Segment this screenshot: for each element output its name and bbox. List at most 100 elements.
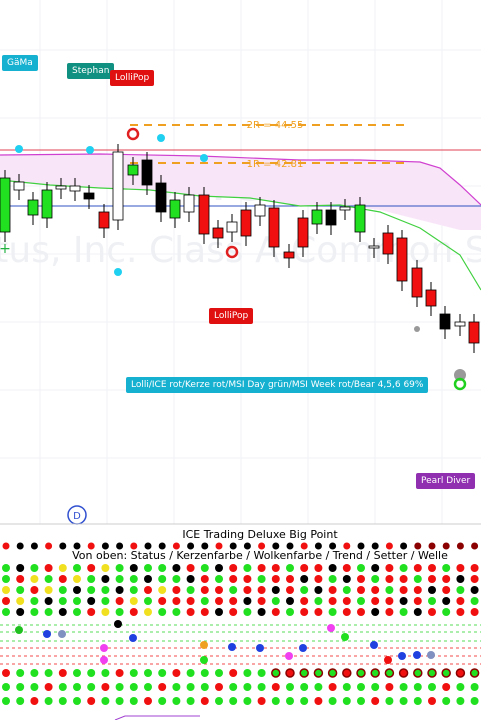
- signal-dot: [271, 575, 280, 583]
- signal-dot: [257, 586, 266, 594]
- signal-dot: [144, 564, 152, 572]
- wave-dot: [73, 683, 81, 691]
- wave-dot: [442, 697, 451, 705]
- signal-dot: [129, 608, 138, 616]
- signal-dot: [87, 586, 96, 594]
- candle-body: [141, 159, 153, 186]
- signal-dot: [371, 608, 380, 616]
- wave-dot: [144, 669, 152, 677]
- signal-dot: [200, 575, 209, 583]
- signal-dot: [73, 575, 81, 583]
- wave-dot: [428, 697, 436, 705]
- marker: [157, 134, 165, 142]
- marker: [200, 154, 208, 162]
- wave-dot: [115, 697, 124, 705]
- signal-dot: [243, 575, 252, 583]
- wave-dot: [30, 683, 39, 691]
- pearl-diver-tag: Pearl Diver: [416, 473, 476, 489]
- signal-dot: [456, 608, 465, 616]
- signal-dot: [300, 564, 309, 572]
- signal-dot: [271, 586, 280, 594]
- signal-dot: [87, 575, 96, 583]
- setter-dot: [228, 643, 236, 651]
- signal-dot: [257, 564, 266, 572]
- signal-dot: [2, 564, 10, 572]
- signal-dot: [385, 608, 394, 616]
- wave-dot: [385, 697, 394, 705]
- candle-body: [396, 237, 408, 282]
- wave-dot: [300, 683, 309, 691]
- signal-dot: [357, 586, 365, 594]
- signal-dot: [215, 597, 223, 605]
- wave-dot: [469, 668, 480, 678]
- stephan-tag: Stephan: [67, 63, 115, 79]
- candle-body: [98, 211, 110, 229]
- signal-dot: [30, 586, 39, 594]
- signal-dot: [115, 575, 124, 583]
- signal-dot: [456, 575, 465, 583]
- markers: +: [0, 127, 467, 391]
- status-dot: [30, 542, 38, 550]
- plus-marker: +: [0, 241, 11, 257]
- signal-dot: [342, 564, 351, 572]
- signal-dot: [158, 575, 167, 583]
- wave-dot: [215, 669, 223, 677]
- candle-body: [382, 232, 394, 255]
- status-dot: [371, 542, 379, 550]
- signal-dot: [44, 575, 53, 583]
- signal-dot: [300, 586, 309, 594]
- wave-dot: [215, 683, 223, 691]
- wave-dot: [200, 669, 209, 677]
- signal-dot: [16, 586, 25, 594]
- signal-dot: [385, 586, 394, 594]
- signal-dot: [243, 586, 252, 594]
- signal-dot: [456, 564, 465, 572]
- signal-dot: [73, 564, 81, 572]
- signal-dot: [385, 564, 394, 572]
- signal-dot: [357, 575, 365, 583]
- signal-dot: [428, 608, 436, 616]
- wave-dot: [158, 697, 167, 705]
- candle-body: [411, 267, 423, 298]
- wave-dot: [442, 683, 451, 691]
- wave-dot: [371, 683, 380, 691]
- lollipop-bottom-tag: LolliPop: [209, 308, 254, 324]
- setter-dot: [299, 644, 307, 652]
- signal-dot: [200, 597, 209, 605]
- wave-dot: [172, 669, 181, 677]
- wave-dot: [243, 669, 252, 677]
- status-dot: [385, 542, 393, 550]
- setter-dot: [58, 630, 66, 638]
- signal-dot: [186, 575, 195, 583]
- signal-dot: [158, 608, 167, 616]
- wave-dot: [215, 697, 223, 705]
- wave-dot: [413, 668, 423, 678]
- wave-dot: [385, 683, 394, 691]
- signal-dot: [2, 575, 10, 583]
- candle-body: [339, 206, 351, 211]
- signal-dot: [257, 597, 266, 605]
- signal-dot: [314, 597, 323, 605]
- status-dot: [329, 542, 337, 550]
- signal-dot: [229, 586, 238, 594]
- indicator-dots: [0, 542, 481, 705]
- lower-line: [0, 179, 481, 291]
- marker: [225, 245, 239, 259]
- signal-dot: [470, 597, 479, 605]
- candle-body: [268, 207, 280, 248]
- status-dot: [45, 542, 53, 550]
- signal-dot: [371, 564, 380, 572]
- wave-dot: [271, 697, 280, 705]
- signal-dot: [342, 586, 351, 594]
- wave-dot: [398, 668, 409, 678]
- signal-dot: [2, 608, 10, 616]
- wave-dot: [327, 668, 338, 678]
- setter-dot: [256, 644, 264, 652]
- status-dot: [2, 542, 10, 550]
- wave-dot: [101, 697, 110, 705]
- signal-dot: [16, 597, 25, 605]
- candles: [0, 144, 480, 353]
- marker: [114, 268, 122, 276]
- signal-dot: [470, 564, 479, 572]
- status-dot: [314, 542, 322, 550]
